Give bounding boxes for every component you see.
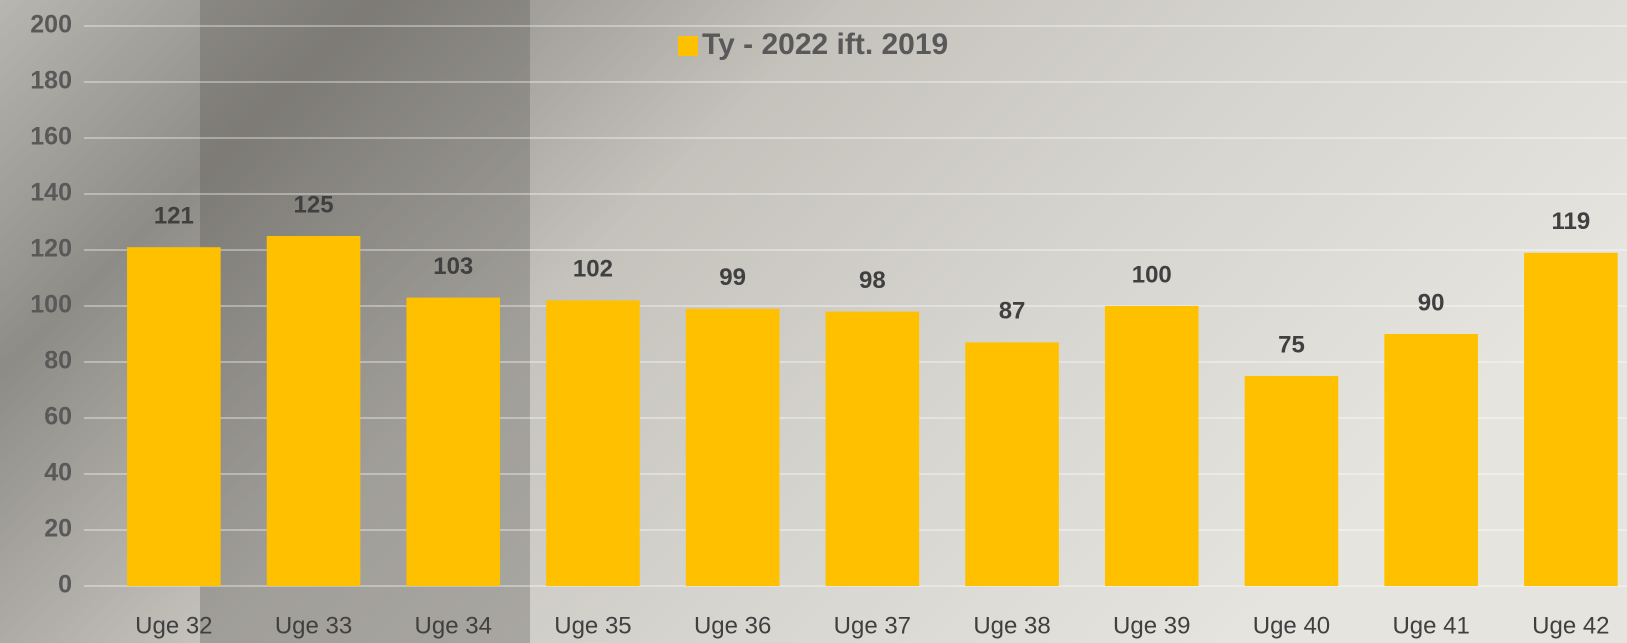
x-tick-label: Uge 39 [1113, 612, 1190, 639]
x-tick-label: Uge 33 [275, 612, 352, 639]
y-tick-label: 40 [44, 459, 72, 487]
value-label: 87 [999, 298, 1026, 325]
bar [1105, 306, 1199, 586]
value-label: 125 [294, 191, 334, 218]
y-tick-label: 0 [58, 571, 72, 599]
bar [546, 300, 640, 586]
x-tick-label: Uge 32 [135, 612, 212, 639]
x-tick-label: Uge 40 [1253, 612, 1330, 639]
y-tick-label: 180 [30, 67, 72, 95]
y-tick-label: 100 [30, 291, 72, 319]
value-label: 99 [719, 264, 746, 291]
x-tick-label: Uge 41 [1392, 612, 1469, 639]
chart: 0 20 40 60 80 100 120 140 160 180 200 121 125 103 102 9… [0, 0, 1627, 643]
page: {"chart_data": {"type": "bar", "categori… [0, 0, 1627, 643]
legend-swatch [678, 36, 698, 56]
y-tick-label: 160 [30, 123, 72, 151]
bar [1245, 376, 1339, 586]
value-label: 121 [154, 203, 194, 230]
x-tick-label: Uge 36 [694, 612, 771, 639]
y-tick-label: 60 [44, 403, 72, 431]
value-label: 100 [1132, 261, 1172, 288]
y-tick-label: 140 [30, 179, 72, 207]
value-label: 75 [1278, 331, 1305, 358]
value-label: 103 [433, 253, 473, 280]
legend-label: Ty - 2022 ift. 2019 [702, 28, 948, 61]
y-tick-label: 200 [30, 11, 72, 39]
x-tick-label: Uge 42 [1532, 612, 1609, 639]
x-tick-label: Uge 37 [834, 612, 911, 639]
bar [1384, 334, 1478, 586]
bar [826, 312, 920, 586]
value-label: 90 [1418, 289, 1445, 316]
bar [686, 309, 780, 586]
bar [267, 236, 361, 586]
y-tick-label: 120 [30, 235, 72, 263]
x-tick-label: Uge 38 [973, 612, 1050, 639]
x-tick-label: Uge 34 [415, 612, 492, 639]
bar [127, 247, 221, 586]
bar [406, 298, 500, 586]
y-tick-label: 80 [44, 347, 72, 375]
value-label: 98 [859, 267, 886, 294]
value-label: 102 [573, 256, 613, 283]
y-tick-label: 20 [44, 515, 72, 543]
bar [965, 342, 1059, 586]
value-label: 119 [1551, 208, 1590, 235]
bar [1524, 253, 1618, 586]
x-tick-label: Uge 35 [554, 612, 631, 639]
